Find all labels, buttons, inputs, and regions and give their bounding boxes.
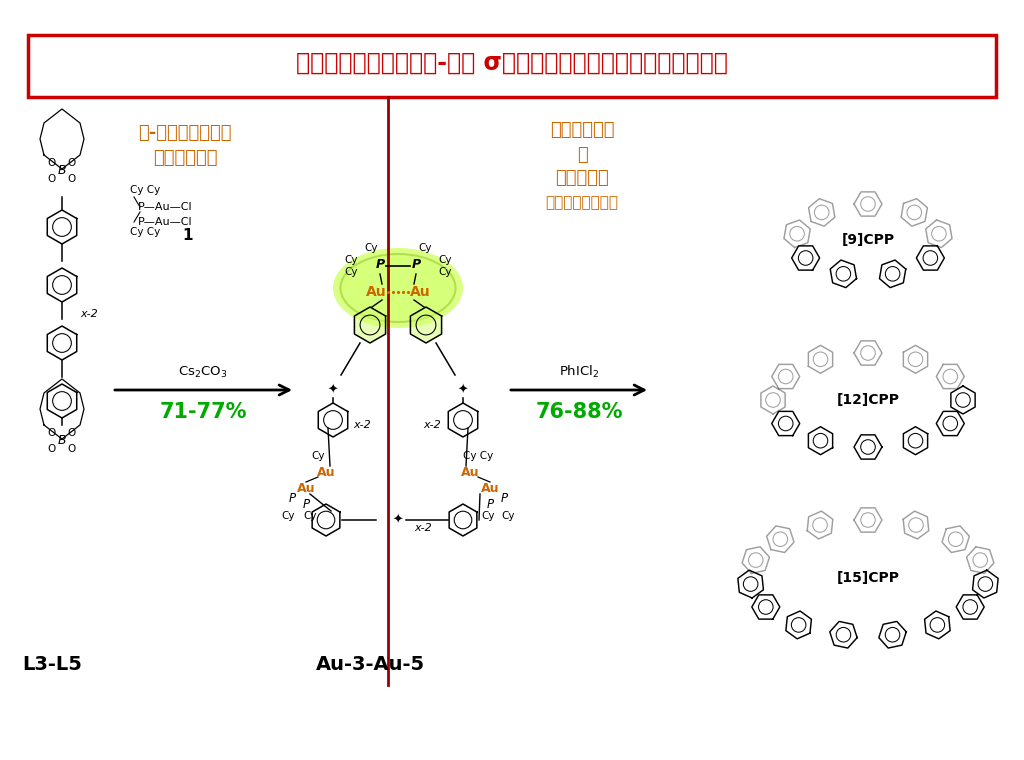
Text: Cy: Cy xyxy=(438,255,452,265)
Text: 71-77%: 71-77% xyxy=(160,402,247,422)
Text: Au: Au xyxy=(461,465,479,479)
Text: 金-炭素結合の形成: 金-炭素結合の形成 xyxy=(138,124,231,142)
Text: 76-88%: 76-88% xyxy=(536,402,623,422)
Text: B: B xyxy=(57,435,67,448)
Text: x-2: x-2 xyxy=(353,420,371,430)
Text: Au: Au xyxy=(480,482,500,495)
Text: 1: 1 xyxy=(182,227,193,242)
Text: Au: Au xyxy=(410,285,430,299)
Text: P: P xyxy=(412,258,421,271)
Text: O: O xyxy=(48,444,56,454)
Text: 酸化的塩素化: 酸化的塩素化 xyxy=(550,121,614,139)
Text: Cy: Cy xyxy=(303,511,316,521)
Text: 還元的脱離: 還元的脱離 xyxy=(555,169,609,187)
Text: O: O xyxy=(68,158,76,168)
Text: Cy Cy: Cy Cy xyxy=(130,227,160,237)
Text: P: P xyxy=(501,492,508,505)
Text: ✦: ✦ xyxy=(393,514,403,527)
Text: ✦: ✦ xyxy=(458,384,468,397)
Text: Cy: Cy xyxy=(282,511,295,521)
Text: P: P xyxy=(302,498,309,511)
Text: Cy: Cy xyxy=(311,451,325,461)
Text: O: O xyxy=(48,158,56,168)
Text: Cy: Cy xyxy=(438,267,452,277)
Text: O: O xyxy=(48,428,56,438)
Text: x-2: x-2 xyxy=(80,309,97,319)
Text: ＆環状錯体化: ＆環状錯体化 xyxy=(153,149,217,167)
Polygon shape xyxy=(354,307,386,343)
Text: Au-3-Au-5: Au-3-Au-5 xyxy=(315,655,425,675)
Text: x-2: x-2 xyxy=(414,523,432,533)
Text: P: P xyxy=(376,258,385,271)
Text: Cy: Cy xyxy=(365,243,378,253)
Text: Au: Au xyxy=(297,482,315,495)
Text: Cy Cy: Cy Cy xyxy=(463,451,494,461)
Ellipse shape xyxy=(333,248,463,328)
Text: P: P xyxy=(486,498,494,511)
Text: Cy: Cy xyxy=(502,511,515,521)
Text: [15]CPP: [15]CPP xyxy=(837,571,899,585)
Text: P—Au—Cl: P—Au—Cl xyxy=(138,202,193,212)
Text: x-2: x-2 xyxy=(423,420,440,430)
Text: L3-L5: L3-L5 xyxy=(23,655,82,675)
Text: 交換可能（動的）な金-炭素 σ結合に基づく高効率環状錯体化反応: 交換可能（動的）な金-炭素 σ結合に基づく高効率環状錯体化反応 xyxy=(296,51,728,75)
Polygon shape xyxy=(411,307,441,343)
FancyBboxPatch shape xyxy=(28,35,996,97)
Text: O: O xyxy=(68,428,76,438)
Text: （金錯体の除去）: （金錯体の除去） xyxy=(546,195,618,211)
Text: Cs$_2$CO$_3$: Cs$_2$CO$_3$ xyxy=(178,365,227,379)
Text: Cy: Cy xyxy=(481,511,495,521)
Text: ✦: ✦ xyxy=(328,384,338,397)
Text: O: O xyxy=(68,444,76,454)
Text: Au: Au xyxy=(316,465,335,479)
Text: Au: Au xyxy=(366,285,386,299)
Text: B: B xyxy=(57,164,67,178)
Text: [9]CPP: [9]CPP xyxy=(842,233,895,247)
Text: ＆: ＆ xyxy=(577,146,588,164)
Text: Cy: Cy xyxy=(344,255,358,265)
Text: P: P xyxy=(289,492,296,505)
Text: PhICl$_2$: PhICl$_2$ xyxy=(559,364,599,380)
Text: Cy: Cy xyxy=(344,267,358,277)
Text: O: O xyxy=(68,174,76,184)
Text: Cy Cy: Cy Cy xyxy=(130,185,160,195)
Text: Cy: Cy xyxy=(418,243,431,253)
Ellipse shape xyxy=(341,254,456,322)
Polygon shape xyxy=(40,109,84,169)
Text: O: O xyxy=(48,174,56,184)
Text: [12]CPP: [12]CPP xyxy=(837,393,899,407)
Polygon shape xyxy=(40,379,84,439)
Text: P—Au—Cl: P—Au—Cl xyxy=(138,217,193,227)
